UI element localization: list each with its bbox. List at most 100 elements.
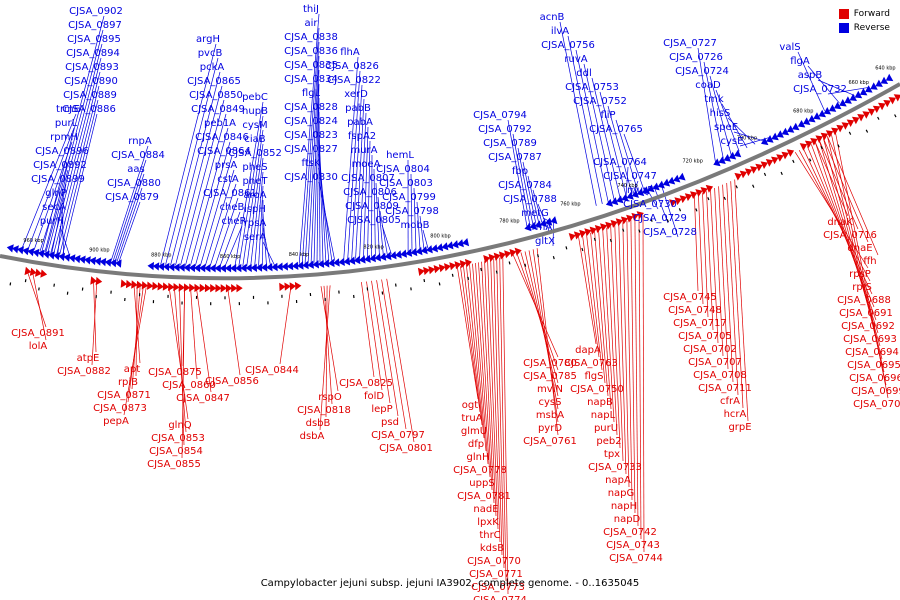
forward-gene-label: uppS [469,478,494,489]
leader-line [112,159,147,261]
reverse-gene-arrow [400,249,407,258]
reverse-gene-label: CJSA_0805 [347,215,401,226]
leader-line [381,279,407,430]
leader-line [481,261,495,504]
reverse-gene-arrow [524,223,532,232]
forward-gene-label: pyrD [538,423,562,434]
reverse-gene-arrow [338,257,345,266]
reverse-gene-arrow [255,263,263,272]
forward-gene-arrow [700,187,708,195]
reverse-gene-arrow [803,117,811,125]
leader-line [507,119,528,227]
position-tick [467,276,470,281]
leader-line [224,225,243,267]
reverse-gene-arrow [808,114,816,123]
reverse-gene-label: CJSA_0879 [105,192,159,203]
leader-line [27,273,47,328]
forward-gene-arrow [294,281,302,291]
forward-gene-label: CJSA_0696 [849,373,900,384]
reverse-gene-arrow [415,246,423,256]
forward-gene-arrow [684,193,693,202]
reverse-gene-label: rpmH [50,132,78,143]
leader-line [238,115,264,267]
reverse-gene-arrow [813,112,821,120]
reverse-gene-arrow [728,151,737,160]
leader-line [250,157,264,266]
leader-line [715,89,740,152]
reverse-gene-arrow [333,258,340,267]
reverse-gene-label: acnB [540,12,565,23]
leader-line [598,230,612,410]
position-tick [438,282,441,286]
leader-line [123,287,147,416]
position-tick [666,219,669,223]
reverse-gene-arrow [389,251,397,260]
reverse-gene-label: trmA [528,222,553,233]
leader-line [520,252,559,384]
leader-line [59,225,70,256]
reverse-gene-arrow [163,262,170,272]
forward-gene-label: glnQ [168,420,191,431]
reverse-gene-arrow [880,76,889,84]
leader-line [698,194,704,305]
reverse-gene-arrow [209,264,216,273]
reverse-gene-arrow [297,261,304,270]
forward-gene-label: CJSA_0742 [603,527,657,538]
leader-line [472,263,489,465]
reverse-gene-label: ddl [576,68,591,79]
leader-line [487,260,499,530]
forward-gene-arrow [605,221,613,230]
forward-gene-label: CJSA_0853 [151,433,205,444]
position-tick [53,283,55,287]
forward-gene-arrow [428,266,436,275]
leader-line [614,225,624,462]
leader-line [363,126,369,258]
forward-gene-label: CJSA_0743 [606,540,660,551]
reverse-gene-label: CJSA_0835 [284,60,338,71]
reverse-gene-arrow [260,263,268,272]
forward-gene-label: rspO [318,392,342,403]
reverse-gene-arrow [776,130,784,138]
position-tick [495,270,498,274]
reverse-gene-label: CJSA_0852 [228,148,282,159]
forward-gene-label: CJSA_0871 [97,390,151,401]
reverse-gene-arrow [328,258,335,268]
legend-label-forward: Forward [853,9,890,19]
reverse-gene-arrow [534,220,542,229]
leader-line [165,57,219,265]
leader-line [718,186,729,370]
scale-label: 700 kbp [737,135,757,141]
forward-gene-label: dsbA [300,431,325,442]
reverse-gene-label: argH [196,34,220,45]
scale-label: 800 kbp [430,234,450,240]
forward-gene-arrow [674,197,682,206]
leader-line [578,236,597,345]
reverse-gene-label: CJSA_0752 [573,96,627,107]
reverse-gene-label: CJSA_0792 [478,124,532,135]
leader-line [814,142,849,217]
leader-line [456,266,479,400]
leader-line [32,274,47,341]
reverse-gene-label: CJSA_0895 [67,34,121,45]
forward-gene-label: cysS [539,397,562,408]
reverse-gene-arrow [109,258,117,268]
reverse-gene-label: gltX [535,236,555,247]
forward-gene-arrow [423,266,430,276]
forward-gene-arrow [215,284,222,293]
reverse-gene-arrow [364,254,371,263]
reverse-gene-label: CJSA_0728 [643,227,697,238]
reverse-gene-label: CJSA_0865 [187,76,241,87]
leader-line [246,143,264,267]
reverse-gene-label: tmk [704,94,724,105]
reverse-gene-label: pheS [242,162,267,173]
forward-gene-label: folD [364,391,384,402]
forward-gene-arrow [594,225,602,233]
leader-line [528,250,559,410]
reverse-gene-label: flhA [340,47,360,58]
forward-gene-arrow [220,284,227,293]
forward-gene-label: psd [381,417,399,428]
reverse-gene-arrow [792,122,800,131]
genome-caption: Campylobacter jejuni subsp. jejuni IA390… [260,578,640,589]
leader-line [307,55,320,264]
forward-gene-arrow [573,231,582,240]
